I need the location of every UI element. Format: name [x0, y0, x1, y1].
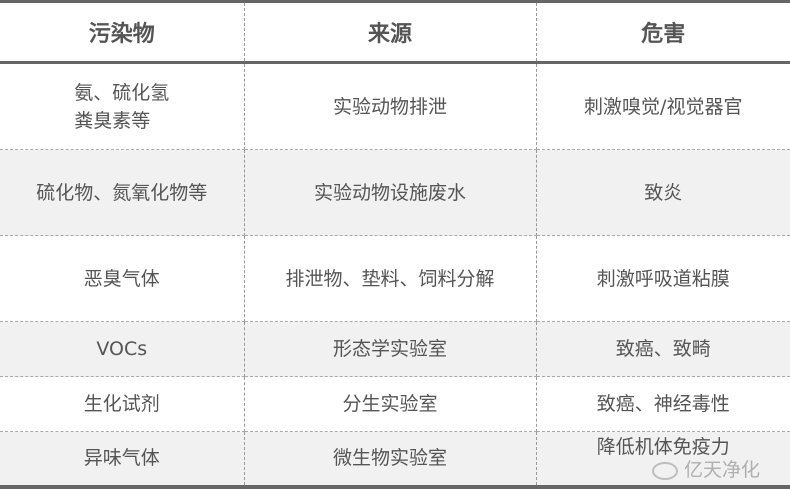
header-row: 污染物 来源 危害 — [0, 1, 790, 64]
table-row: 硫化物、氮氧化物等 实验动物设施废水 致炎 — [0, 149, 790, 236]
hazard-cell: 致炎 — [536, 149, 790, 236]
watermark: 亿天净化 — [652, 458, 760, 482]
watermark-text: 亿天净化 — [684, 459, 761, 481]
pollutant-cell: 氨、硫化氢 粪臭素等 — [0, 62, 245, 150]
hazard-cell: 致癌、致畸 — [536, 321, 790, 377]
source-cell: 实验动物排泄 — [244, 62, 537, 150]
source-cell: 排泄物、垫料、饲料分解 — [244, 235, 537, 322]
pollutant-text: 氨、硫化氢 粪臭素等 — [74, 81, 170, 132]
source-cell: 形态学实验室 — [244, 321, 537, 377]
table-row: 异味气体 微生物实验室 降低机体免疫力 — [0, 431, 790, 487]
header-pollutant: 污染物 — [0, 1, 245, 64]
pollutant-cell: 异味气体 — [0, 431, 245, 487]
table-row: 氨、硫化氢 粪臭素等 实验动物排泄 刺激嗅觉/视觉器官 — [0, 62, 790, 150]
pollutant-cell: 生化试剂 — [0, 376, 245, 432]
header-source: 来源 — [244, 1, 537, 64]
table-row: 恶臭气体 排泄物、垫料、饲料分解 刺激呼吸道粘膜 — [0, 235, 790, 322]
table-row: 生化试剂 分生实验室 致癌、神经毒性 — [0, 376, 790, 432]
source-cell: 实验动物设施废水 — [244, 149, 537, 236]
hazard-cell: 刺激呼吸道粘膜 — [536, 235, 790, 322]
table-row: VOCs 形态学实验室 致癌、致畸 — [0, 321, 790, 377]
header-hazard: 危害 — [536, 1, 790, 64]
hazard-cell: 致癌、神经毒性 — [536, 376, 790, 432]
hazard-cell: 刺激嗅觉/视觉器官 — [536, 62, 790, 150]
wechat-icon — [652, 461, 678, 480]
source-cell: 分生实验室 — [244, 376, 537, 432]
pollutant-cell: VOCs — [0, 321, 245, 377]
source-cell: 微生物实验室 — [244, 431, 537, 487]
pollutant-cell: 恶臭气体 — [0, 235, 245, 322]
pollutant-cell: 硫化物、氮氧化物等 — [0, 149, 245, 236]
